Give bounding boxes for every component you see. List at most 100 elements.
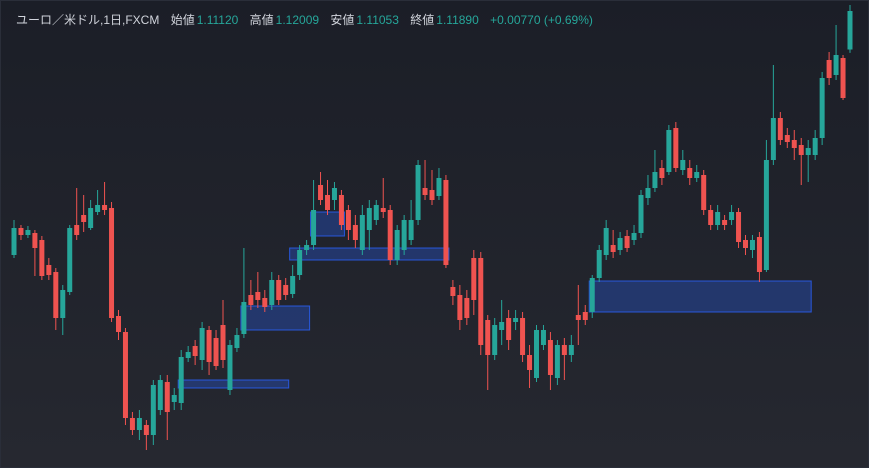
candle-body [220, 325, 226, 360]
candle-body [701, 175, 707, 210]
candle-body [185, 352, 191, 358]
candle-body [359, 215, 365, 250]
candle-body [596, 250, 602, 278]
candle-body [617, 238, 623, 250]
candle-body [784, 135, 790, 142]
candle-body [729, 212, 735, 220]
candle-body [791, 140, 797, 148]
candle-body [241, 302, 247, 334]
legend-label: 終値 [410, 13, 435, 27]
candle-body [283, 285, 289, 295]
candle-body [645, 188, 651, 198]
candle-body [847, 11, 853, 50]
candle-body [171, 395, 177, 402]
candle-body [304, 245, 310, 250]
candle-body [485, 320, 491, 355]
candle-body [464, 298, 470, 318]
candle-body [457, 295, 463, 320]
candle-body [46, 265, 52, 275]
candle-body [840, 58, 846, 98]
candle-body [157, 380, 163, 410]
symbol: ユーロ／米ドル,1日,FXCM [16, 13, 160, 27]
candle-body [290, 276, 296, 294]
candle-body [561, 345, 567, 355]
candle-body [680, 160, 686, 170]
candle-body [129, 418, 135, 430]
candle-body [812, 138, 818, 155]
candle-body [513, 318, 519, 322]
candle-body [450, 287, 456, 296]
candle-body [143, 425, 149, 435]
candle-body [666, 130, 672, 172]
candle-body [255, 292, 261, 300]
candle-body [206, 330, 212, 362]
candle-body [248, 295, 254, 305]
candle-body [798, 145, 804, 155]
candle-body [401, 220, 407, 250]
legend-value: 1.12009 [275, 13, 320, 27]
candle-body [192, 346, 198, 356]
candle-body [311, 210, 317, 245]
candle-body [39, 240, 45, 276]
legend-label: 始値 [170, 13, 195, 27]
candle-body [116, 316, 121, 332]
legend-value: 1.11120 [196, 13, 239, 27]
candle-body [624, 236, 630, 248]
candle-body [67, 228, 73, 292]
candle-body [234, 335, 240, 348]
zone [240, 305, 311, 331]
candle-body [422, 188, 428, 195]
candle-body [262, 298, 268, 307]
candle-body [777, 118, 783, 140]
candle-body [478, 258, 484, 345]
candle-body [540, 330, 546, 345]
candle-body [763, 160, 769, 270]
candle-body [297, 250, 303, 275]
candle-body [95, 205, 101, 212]
candle-body [345, 210, 351, 230]
candle-body [652, 172, 658, 188]
candle-body [436, 178, 442, 196]
candle-body [74, 225, 80, 235]
candle-body [443, 180, 449, 265]
candle-body [631, 233, 637, 240]
candle-body [659, 168, 665, 178]
candle-body [749, 240, 755, 250]
candle-body [366, 208, 372, 230]
candle-body [575, 315, 581, 320]
legend-change: +0.00770 (+0.69%) [490, 13, 593, 27]
candle-body [60, 290, 66, 318]
candle-body [32, 233, 38, 248]
candle-body [373, 205, 379, 220]
candle-body [18, 228, 24, 235]
candle-body [227, 345, 233, 390]
candle-body [429, 190, 435, 200]
candle-body [325, 195, 330, 210]
candle-body [136, 418, 142, 430]
candle-body [736, 212, 742, 242]
candle-body [415, 165, 421, 220]
legend-value: 1.11890 [436, 13, 479, 27]
candle-body [102, 205, 108, 210]
candle-body [213, 338, 219, 366]
candle-body [638, 195, 644, 233]
legend-label: 安値 [330, 13, 355, 27]
candle-body [715, 212, 721, 225]
candle-body [568, 345, 574, 355]
zone [177, 379, 290, 389]
candle-body [554, 345, 560, 378]
candle-body [582, 312, 588, 320]
candle-body [722, 220, 728, 225]
candle-body [81, 215, 87, 222]
candle-body [122, 332, 128, 418]
candle-body [805, 148, 811, 155]
candle-body [610, 245, 616, 252]
candle-body [603, 228, 609, 255]
candle-body [109, 208, 115, 318]
candle-body [833, 55, 839, 75]
candle-body [164, 382, 170, 412]
candle-body [352, 225, 358, 240]
candle-body [25, 230, 31, 235]
